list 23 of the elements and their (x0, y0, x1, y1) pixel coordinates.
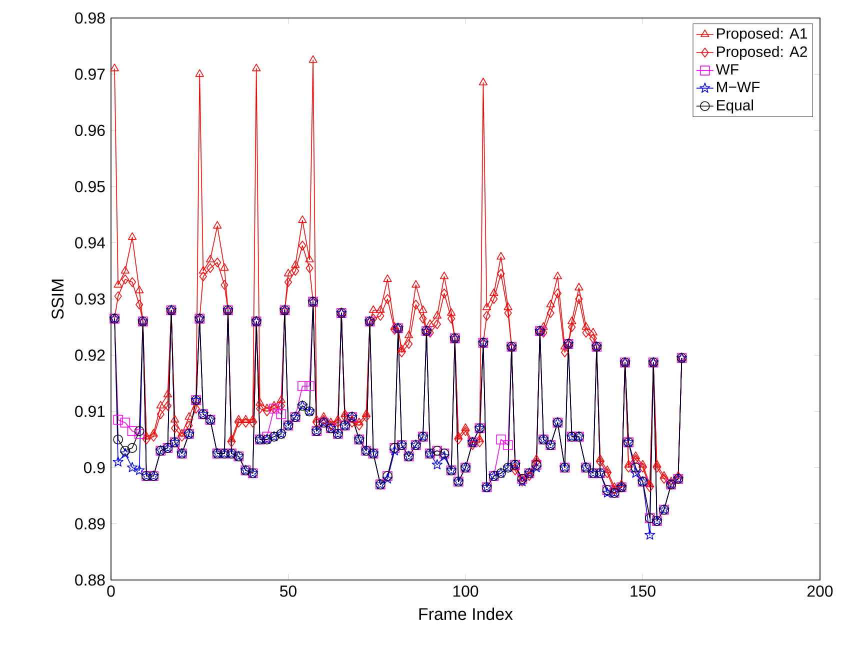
x-tick-label: 100 (453, 586, 478, 597)
y-tick-label: 0.94 (75, 237, 106, 248)
y-tick-label: 0.9 (84, 462, 105, 474)
legend-label: Equal (717, 100, 754, 114)
legend-label: Proposed: A1 (717, 28, 807, 42)
legend-label: Proposed: A2 (717, 46, 807, 60)
x-tick-label: 150 (630, 586, 656, 597)
legend-label: M−WF (717, 82, 760, 92)
x-tick-label: 50 (280, 586, 296, 597)
y-tick-label: 0.95 (75, 180, 105, 192)
y-tick-label: 0.91 (75, 406, 105, 418)
y-axis-title: SSIM (52, 280, 64, 319)
y-tick-label: 0.93 (75, 293, 105, 305)
y-tick-label: 0.89 (75, 518, 105, 530)
y-tick-label: 0.96 (75, 124, 105, 136)
y-tick-label: 0.97 (75, 68, 105, 80)
legend-label: WF (716, 64, 738, 74)
y-tick-label: 0.92 (75, 350, 105, 361)
x-tick-label: 200 (808, 586, 833, 597)
x-axis-title: Frame Index (419, 608, 513, 620)
x-tick-label: 0 (107, 586, 115, 597)
y-tick-label: 0.88 (75, 574, 105, 586)
y-tick-label: 0.98 (75, 12, 105, 24)
